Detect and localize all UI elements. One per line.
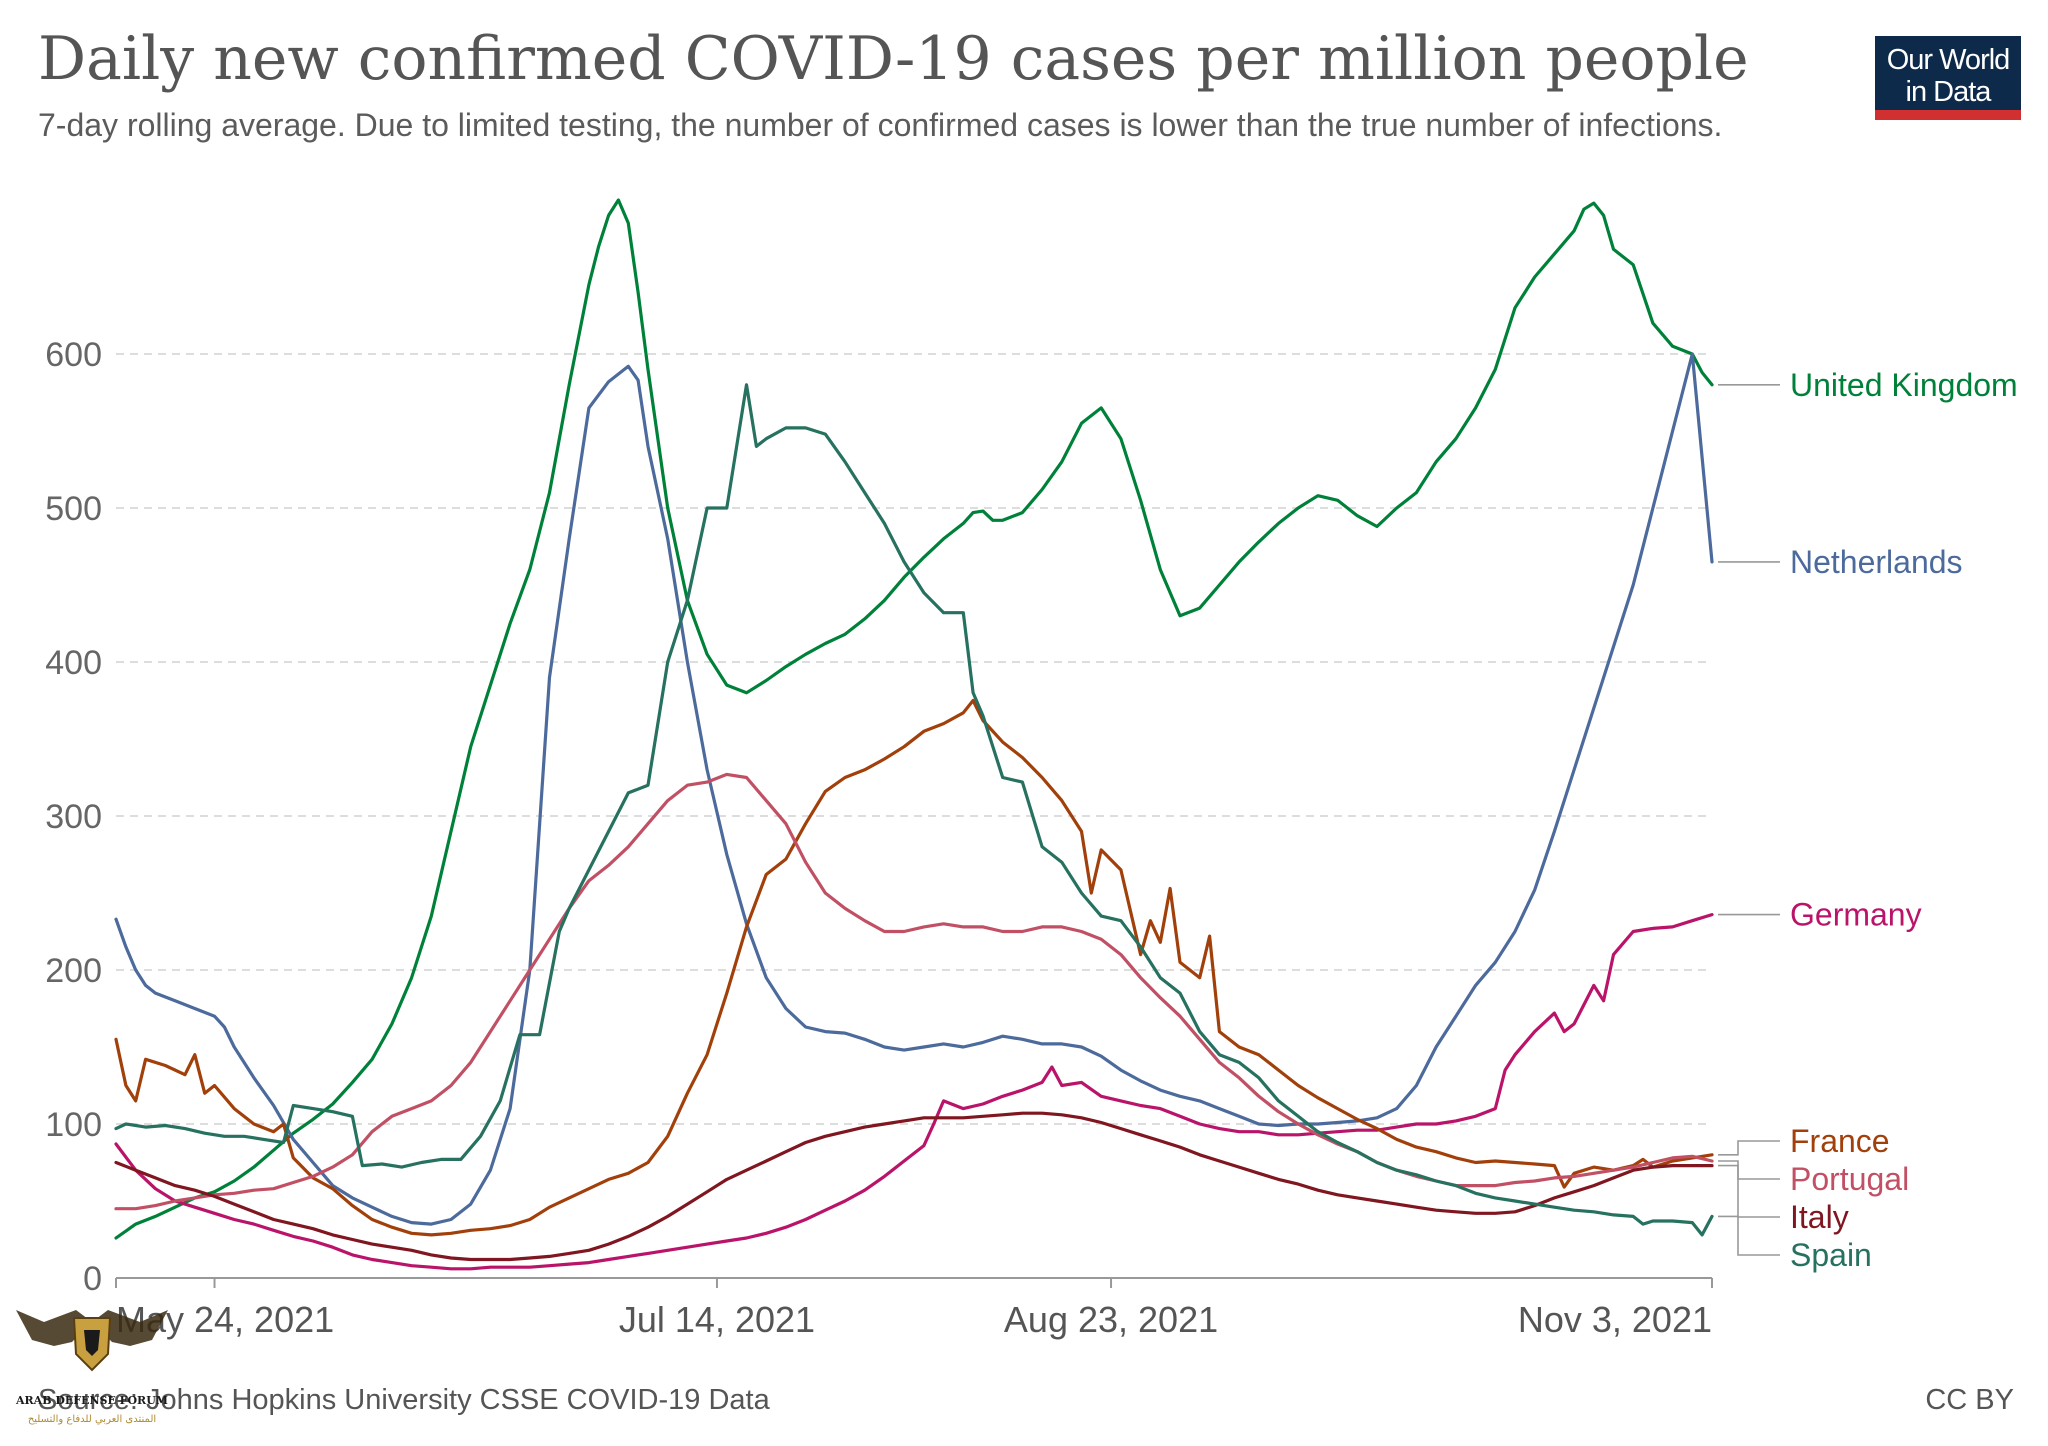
series-line-united-kingdom [114, 198, 1714, 1240]
x-tick-label-nov-3-2021: Nov 3, 2021 [1518, 1299, 1712, 1340]
series-label-portugal: Portugal [1790, 1161, 1909, 1197]
logo-line-2: in Data [1905, 76, 1992, 108]
y-tick-label-500: 500 [45, 490, 102, 528]
y-tick-label-600: 600 [45, 336, 102, 374]
series-line-netherlands [114, 352, 1714, 1226]
x-tick-label-aug-23-2021: Aug 23, 2021 [1004, 1299, 1218, 1340]
series-label-united-kingdom: United Kingdom [1790, 367, 2018, 403]
series-line-france [114, 698, 1714, 1237]
license-link[interactable]: CC BY [1925, 1384, 2014, 1416]
leader-line-portugal [1718, 1160, 1780, 1180]
series-label-italy: Italy [1790, 1199, 1849, 1235]
watermark-line-2: المنتدى العربي للدفاع والتسليح [28, 1414, 156, 1425]
chart-title: Daily new confirmed COVID-19 cases per m… [38, 24, 1749, 94]
y-tick-label-0: 0 [83, 1260, 102, 1298]
series-line-italy [114, 1111, 1714, 1262]
source-note: Source: Johns Hopkins University CSSE CO… [38, 1384, 770, 1416]
series-label-germany: Germany [1790, 897, 1922, 933]
leader-line-france [1718, 1140, 1780, 1156]
watermark-line-1: ARAB DEFENSE FORUM [15, 1394, 168, 1407]
eagle-icon [16, 1310, 168, 1372]
series-line-germany [114, 913, 1714, 1271]
chart-subtitle: 7-day rolling average. Due to limited te… [38, 107, 1723, 143]
y-tick-label-100: 100 [45, 1106, 102, 1144]
owid-logo[interactable]: Our World in Data [1875, 36, 2021, 120]
series-label-netherlands: Netherlands [1790, 544, 1963, 580]
y-tick-label-300: 300 [45, 798, 102, 836]
y-tick-label-200: 200 [45, 952, 102, 990]
leader-line-italy [1718, 1164, 1780, 1218]
forum-watermark: ARAB DEFENSE FORUM المنتدى العربي للدفاع… [15, 1310, 168, 1425]
x-tick-label-jul-14-2021: Jul 14, 2021 [619, 1299, 815, 1340]
series-label-spain: Spain [1790, 1237, 1872, 1273]
series-line-spain [114, 383, 1714, 1237]
leader-line-spain [1718, 1215, 1780, 1256]
y-tick-label-400: 400 [45, 644, 102, 682]
logo-line-1: Our World [1886, 44, 2011, 76]
series-label-france: France [1790, 1123, 1890, 1159]
